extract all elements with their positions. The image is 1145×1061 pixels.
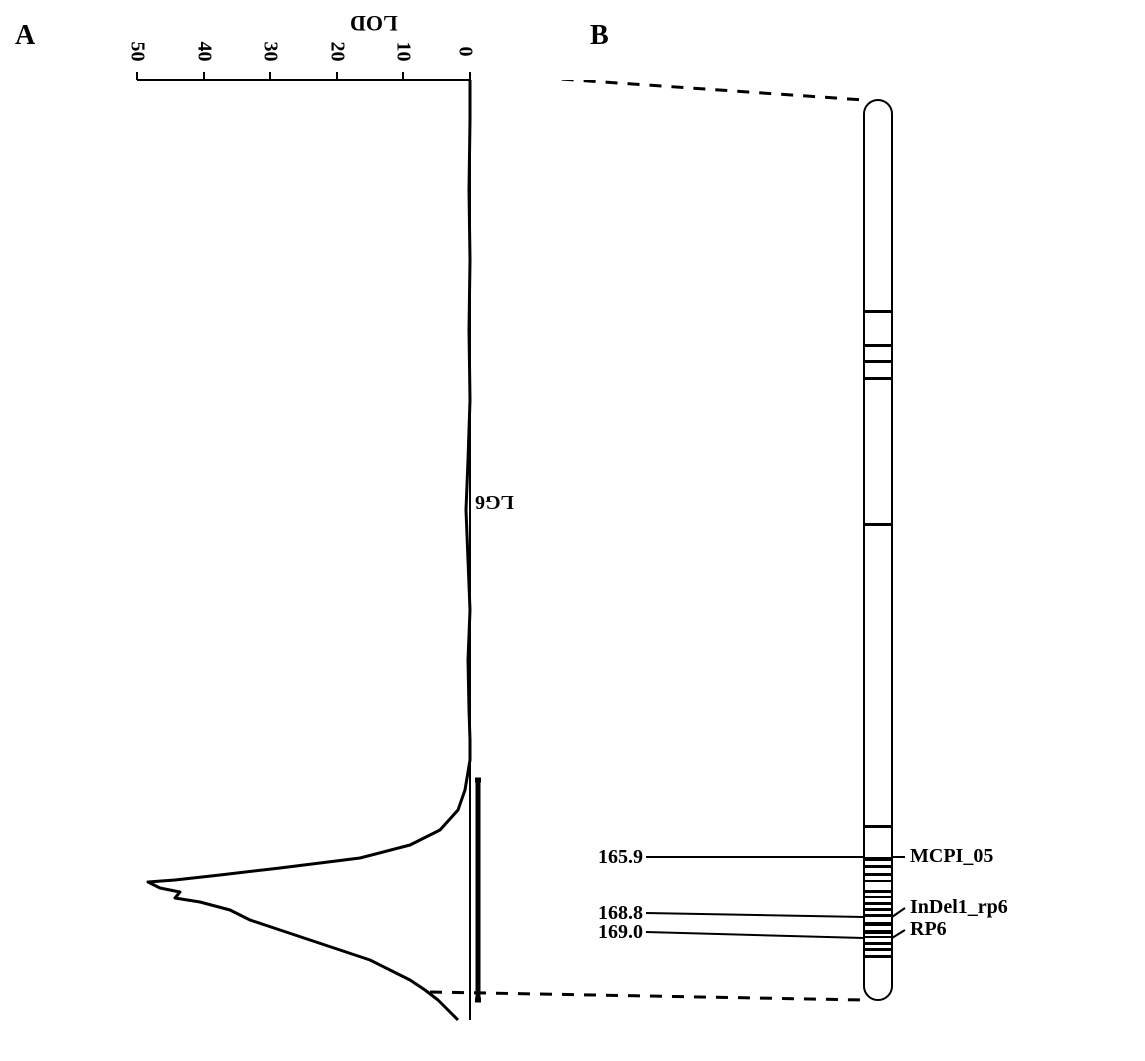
panel-b-label: B: [590, 20, 609, 52]
tick-label: 30: [259, 42, 282, 62]
chromosome-marker: InDel1_rp6: [910, 896, 1008, 919]
chromosome-position: 165.9: [588, 846, 643, 869]
tick-label: 50: [126, 42, 149, 62]
tick-label: 40: [193, 42, 216, 62]
panel-a-label: A: [15, 20, 35, 52]
chromosome-svg: [420, 80, 1140, 1040]
chromosome-marker: RP6: [910, 918, 947, 941]
chromosome-marker: MCPI_05: [910, 845, 993, 868]
chromosome-position: 169.0: [588, 921, 643, 944]
tick-label: 10: [392, 42, 415, 62]
tick-label: 0: [454, 47, 477, 57]
chromosome-diagram: 165.9MCPI_05168.8InDel1_rp6169.0RP6: [660, 80, 1110, 1030]
tick-label: 20: [326, 42, 349, 62]
figure-container: A B LOD LG6 01020304050 165.9MCPI_05168.…: [0, 0, 1145, 1061]
